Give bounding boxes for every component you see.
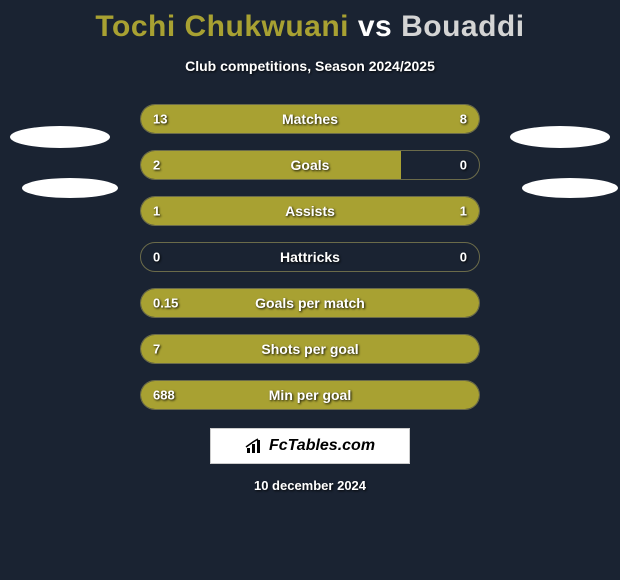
bar-value-left: 688	[153, 388, 175, 403]
title-player2: Bouaddi	[401, 10, 525, 43]
bar-value-right: 8	[460, 112, 467, 127]
stat-bar: 13 Matches 8	[140, 104, 480, 134]
stat-bar: 1 Assists 1	[140, 196, 480, 226]
deco-ellipse	[10, 126, 110, 148]
title-vs: vs	[358, 10, 392, 43]
stat-bar: 7 Shots per goal	[140, 334, 480, 364]
bar-value-right: 0	[460, 158, 467, 173]
page-title: Tochi Chukwuani vs Bouaddi	[0, 0, 620, 44]
deco-ellipse	[510, 126, 610, 148]
bar-value-left: 2	[153, 158, 160, 173]
bar-left-fill	[141, 151, 401, 179]
bar-label: Goals per match	[255, 295, 365, 311]
deco-ellipse	[522, 178, 618, 198]
bar-label: Min per goal	[269, 387, 351, 403]
comparison-bars: 13 Matches 8 2 Goals 0 1 Assists 1 0 Hattricks 0 0.1…	[140, 104, 480, 410]
footer-date: 10 december 2024	[0, 478, 620, 493]
bar-label: Matches	[282, 111, 338, 127]
stat-bar: 0 Hattricks 0	[140, 242, 480, 272]
bar-label: Hattricks	[280, 249, 340, 265]
bar-label: Assists	[285, 203, 335, 219]
stat-bar: 0.15 Goals per match	[140, 288, 480, 318]
bar-value-left: 7	[153, 342, 160, 357]
subtitle: Club competitions, Season 2024/2025	[0, 58, 620, 74]
bar-value-left: 13	[153, 112, 167, 127]
bar-label: Goals	[291, 157, 330, 173]
stat-bar: 2 Goals 0	[140, 150, 480, 180]
stat-bar: 688 Min per goal	[140, 380, 480, 410]
footer-logo: FcTables.com	[210, 428, 410, 464]
bar-value-left: 1	[153, 204, 160, 219]
title-player1: Tochi Chukwuani	[95, 10, 349, 43]
footer-logo-text: FcTables.com	[269, 437, 375, 455]
bar-value-left: 0.15	[153, 296, 178, 311]
bar-label: Shots per goal	[261, 341, 358, 357]
bar-value-left: 0	[153, 250, 160, 265]
bar-value-right: 1	[460, 204, 467, 219]
deco-ellipse	[22, 178, 118, 198]
bar-value-right: 0	[460, 250, 467, 265]
chart-icon	[245, 438, 265, 454]
